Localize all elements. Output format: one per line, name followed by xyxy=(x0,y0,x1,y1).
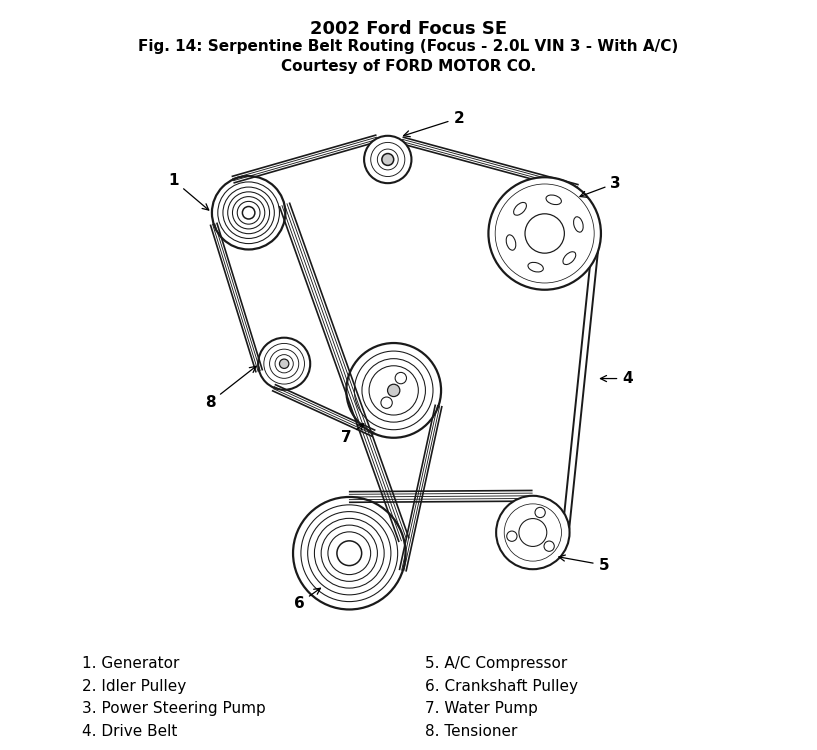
Text: 6. Crankshaft Pulley: 6. Crankshaft Pulley xyxy=(425,679,578,694)
Circle shape xyxy=(489,177,601,290)
Text: 4. Drive Belt: 4. Drive Belt xyxy=(82,724,177,739)
Text: 2: 2 xyxy=(404,110,464,136)
Circle shape xyxy=(243,206,255,219)
Text: 5. A/C Compressor: 5. A/C Compressor xyxy=(425,656,567,671)
Text: 7: 7 xyxy=(341,424,364,445)
Text: Courtesy of FORD MOTOR CO.: Courtesy of FORD MOTOR CO. xyxy=(281,58,536,74)
Text: 8: 8 xyxy=(205,366,256,410)
Circle shape xyxy=(496,496,569,569)
Circle shape xyxy=(382,154,394,166)
Text: Fig. 14: Serpentine Belt Routing (Focus - 2.0L VIN 3 - With A/C): Fig. 14: Serpentine Belt Routing (Focus … xyxy=(138,39,679,54)
Text: 6: 6 xyxy=(293,588,320,611)
Text: 4: 4 xyxy=(600,371,633,386)
Text: 1: 1 xyxy=(168,172,208,210)
Text: 5: 5 xyxy=(559,555,609,572)
Text: 3: 3 xyxy=(580,176,621,197)
Circle shape xyxy=(279,359,289,368)
Text: 2002 Ford Focus SE: 2002 Ford Focus SE xyxy=(310,20,507,38)
Text: 2. Idler Pulley: 2. Idler Pulley xyxy=(82,679,186,694)
Circle shape xyxy=(387,384,400,397)
Text: 1. Generator: 1. Generator xyxy=(82,656,179,671)
Text: 7. Water Pump: 7. Water Pump xyxy=(425,701,538,716)
Circle shape xyxy=(337,541,362,566)
Text: 8. Tensioner: 8. Tensioner xyxy=(425,724,517,739)
Text: 3. Power Steering Pump: 3. Power Steering Pump xyxy=(82,701,266,716)
Circle shape xyxy=(364,136,412,183)
